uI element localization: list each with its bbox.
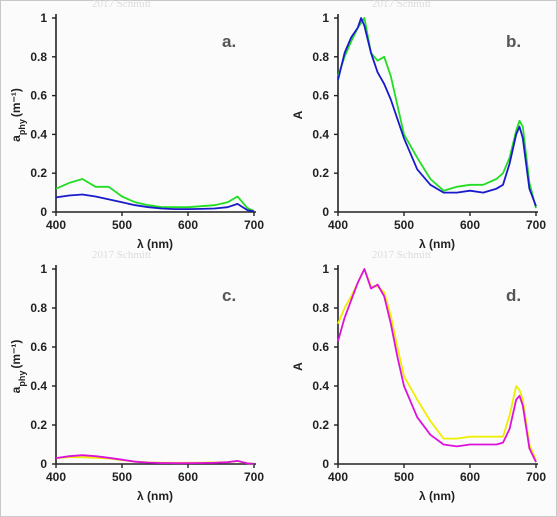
x-tick-label: 600 [178,218,198,232]
x-axis-label: λ (nm) [137,489,173,503]
x-tick-label: 600 [178,470,198,484]
y-tick-label: 0.2 [312,418,329,432]
y-tick-label: 0.8 [312,301,329,315]
x-tick-label: 400 [46,218,66,232]
y-tick-label: 0.4 [312,379,329,393]
y-axis-label: aphy(m⁻¹) [9,340,27,394]
series-line-2 [337,268,537,463]
y-tick-label: 0.6 [30,89,47,103]
y-axis-label: A [291,362,305,371]
x-tick-label: 400 [328,218,348,232]
x-axis-label: λ (nm) [419,489,455,503]
y-axis-label: A [291,110,305,119]
series-line-2 [337,17,537,207]
y-axis-label: aphy(m⁻¹) [9,88,27,142]
series-line-1 [55,178,255,212]
y-tick-label: 0 [40,205,47,219]
panel-a: 2017 Schmitt 0 0.2 0.4 0.6 0.8 1 400 500 600 700 λ … [9,0,264,251]
y-tick-label: 0.6 [312,89,329,103]
series-line-1 [337,17,537,209]
x-tick-label: 500 [394,470,414,484]
y-tick-label: 0.2 [312,166,329,180]
y-tick-label: 0.8 [312,50,329,64]
x-tick-label: 400 [46,470,66,484]
y-tick-label: 0 [322,205,329,219]
x-tick-label: 700 [244,470,264,484]
panel-d: 2017 Schmitt 0 0.2 0.4 0.6 0.8 1 400 500 600 700 λ … [291,249,546,503]
y-tick-label: 1 [40,262,47,276]
y-tick-label: 1 [322,262,329,276]
y-tick-label: 0.4 [30,127,47,141]
panel-c: 2017 Schmitt 0 0.2 0.4 0.6 0.8 1 400 500 600 700 λ … [9,249,264,503]
panel-letter: d. [506,286,521,305]
x-tick-label: 700 [244,218,264,232]
series-line-2 [55,454,255,465]
panel-letter: c. [222,286,236,305]
x-tick-label: 600 [460,218,480,232]
panel-b: 2017 Schmitt 0 0.2 0.4 0.6 0.8 1 400 500 600 700 λ … [291,0,546,251]
x-tick-label: 700 [526,218,546,232]
y-tick-label: 1 [322,11,329,25]
series-line-2 [55,193,255,213]
x-tick-label: 700 [526,470,546,484]
y-tick-label: 0.6 [312,340,329,354]
x-tick-label: 400 [328,470,348,484]
y-tick-label: 0.4 [30,379,47,393]
watermark-text: 2017 Schmitt [92,249,151,261]
x-tick-label: 500 [112,218,132,232]
y-tick-label: 0 [40,457,47,471]
y-tick-label: 0 [322,457,329,471]
y-tick-label: 0.4 [312,127,329,141]
panel-letter: a. [222,32,236,51]
x-axis-label: λ (nm) [419,237,455,251]
watermark-text: 2017 Schmitt [372,249,431,261]
y-tick-label: 0.6 [30,340,47,354]
x-tick-label: 500 [394,218,414,232]
y-tick-label: 0.2 [30,418,47,432]
x-tick-label: 600 [460,470,480,484]
x-tick-label: 500 [112,470,132,484]
panel-letter: b. [506,32,521,51]
watermark-text: 2017 Schmitt [372,0,431,10]
y-tick-label: 1 [40,11,47,25]
y-tick-label: 0.2 [30,166,47,180]
watermark-text: 2017 Schmitt [92,0,151,10]
x-axis-label: λ (nm) [137,237,173,251]
y-tick-label: 0.8 [30,50,47,64]
y-tick-label: 0.8 [30,301,47,315]
